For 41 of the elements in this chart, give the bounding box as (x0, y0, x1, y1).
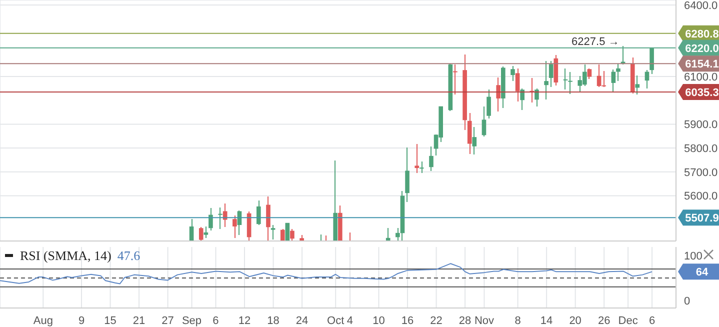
x-tick-label: 26 (598, 314, 610, 327)
ref-line-label: 5507.9 (685, 212, 719, 225)
x-tick-label: 27 (162, 314, 174, 327)
ref-line-label: 6280.8 (685, 28, 719, 40)
x-tick-label: Sep (182, 314, 202, 327)
y-tick-label: 6400.0 (684, 0, 718, 12)
y-tick-label: 5600.0 (684, 190, 718, 203)
x-tick-label: Dec (618, 314, 638, 327)
line-series (0, 263, 653, 284)
x-tick-label: 16 (401, 314, 414, 327)
y-tick-label: 0 (684, 295, 690, 308)
chart-subtitle: 47.6 (117, 248, 140, 263)
x-tick-label: 4 (346, 314, 354, 327)
x-tick-label: 20 (569, 314, 582, 327)
x-tick-label: 14 (540, 314, 553, 327)
y-tick-label: 5800.0 (684, 142, 718, 155)
x-tick-label: 18 (267, 314, 280, 327)
x-tick-label: 21 (132, 314, 146, 327)
x-tick-label: 9 (78, 314, 85, 327)
chart-title: RSI (SMMA, 14) (20, 248, 112, 263)
y-tick-label: 5700.0 (684, 166, 718, 179)
ref-line-label: 6220.0 (685, 42, 719, 55)
x-tick-label: 22 (430, 314, 442, 327)
y-tick-label: 6100.0 (684, 71, 718, 84)
ref-line-label: 6154.1 (685, 58, 719, 71)
y-tick-label: 100 (684, 250, 702, 262)
x-tick-label: 8 (514, 314, 521, 327)
x-tick-label: 28 (458, 314, 472, 327)
x-tick-label: Oct (327, 314, 344, 327)
x-tick-label: Nov (474, 314, 495, 327)
x-tick-label: 6 (648, 314, 656, 327)
ref-line-label: 6035.3 (685, 86, 719, 99)
x-tick-label: 6 (212, 314, 219, 327)
x-tick-label: 24 (296, 314, 308, 327)
x-tick-label: 10 (372, 314, 385, 327)
y-tick-label: 5900.0 (684, 119, 718, 132)
annotation: 6227.5 → (572, 36, 620, 48)
x-tick-label: 15 (104, 314, 116, 327)
x-tick-label: Aug (33, 314, 53, 327)
text: 64 (696, 266, 709, 279)
x-tick-label: 12 (238, 314, 251, 327)
